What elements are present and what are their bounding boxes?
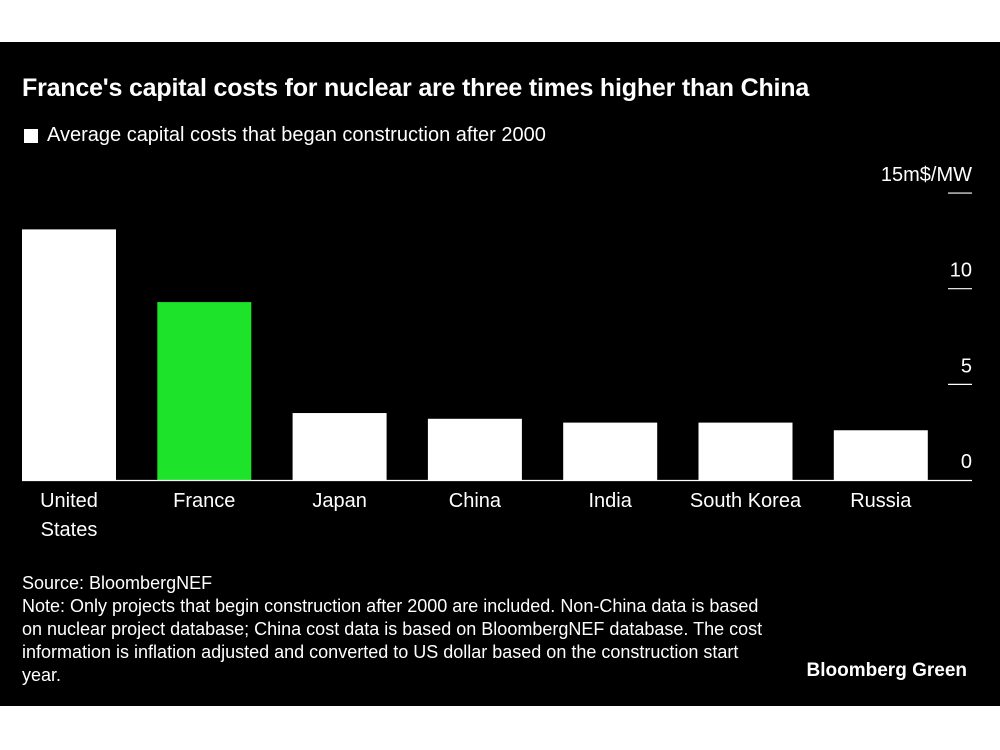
bar [427, 418, 522, 480]
x-tick-label: Japan [312, 490, 367, 512]
x-tick-label: South Korea [690, 490, 802, 512]
note-text: Note: Only projects that begin construct… [22, 596, 763, 685]
x-tick-label: China [449, 490, 502, 512]
y-tick-label: 15m$/MW [881, 164, 972, 186]
y-tick-label: 0 [961, 451, 972, 473]
x-tick-label: Russia [850, 490, 912, 512]
chart-card: France's capital costs for nuclear are t… [0, 42, 1000, 706]
x-tick-label: France [173, 490, 235, 512]
bar [563, 422, 658, 480]
legend-label: Average capital costs that began constru… [47, 124, 546, 146]
source-note: Source: BloombergNEF [22, 573, 213, 593]
bar-chart: United States France Japan China India South K… [22, 164, 972, 541]
bar [698, 422, 793, 480]
y-tick-label: 10 [950, 260, 972, 282]
bar [292, 413, 387, 480]
bar [157, 302, 252, 480]
x-tick-label: India [589, 490, 633, 512]
legend-swatch [24, 128, 38, 143]
footnotes: Source: BloombergNEF Note: Only projects… [22, 572, 782, 687]
bar [833, 430, 928, 480]
bar [22, 229, 116, 480]
brand-logo: Bloomberg Green [806, 660, 967, 681]
x-tick-label: United States [40, 490, 98, 541]
legend: Average capital costs that began constru… [24, 124, 546, 147]
y-tick-label: 5 [961, 355, 972, 377]
chart-title: France's capital costs for nuclear are t… [22, 74, 810, 102]
